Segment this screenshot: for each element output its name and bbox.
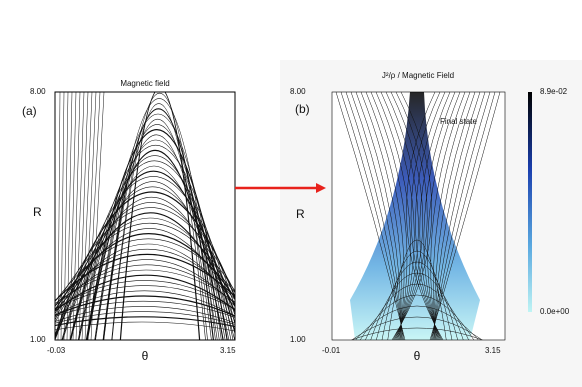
field-line [55,316,235,328]
field-line [60,92,65,340]
field-line [55,306,235,324]
current-density [350,92,480,340]
field-line [350,327,484,340]
field-line [55,321,235,332]
annotation: Final state [440,117,477,126]
field-line [406,92,444,340]
field-line [55,290,235,317]
field-line [430,92,466,340]
field-line [431,92,491,340]
arrow-head [316,183,326,193]
panel-a-frame [54,91,236,341]
x-right: 3.15 [485,346,501,355]
field-line [55,295,235,317]
colorbar [528,92,532,312]
field-line [90,92,105,340]
field-line [415,92,446,340]
field-line [55,311,235,325]
field-line [427,92,461,340]
field-line [75,92,85,340]
field-line [78,92,89,340]
field-line [391,92,433,340]
y-top: 8.00 [290,87,306,96]
field-line [370,92,408,340]
field-line [78,165,230,340]
field-line [55,280,235,310]
field-line [370,272,464,340]
field-line [432,92,471,340]
field-line [55,223,235,308]
colorbar-min: 0.0e+00 [540,307,570,316]
field-line [72,92,81,340]
panel-label: (a) [22,104,37,118]
field-lines-a [55,92,235,340]
field-line [355,305,479,340]
field-line [360,92,403,340]
field-line [350,92,403,340]
field-line [55,248,235,307]
field-line [365,92,405,340]
field-line [351,316,483,340]
panel-label: (b) [295,102,310,116]
field-line [63,92,69,340]
field-line [66,92,73,340]
field-line [355,92,402,340]
field-line [410,92,443,340]
panel-b-plot [332,92,505,340]
field-lines-b [335,92,501,340]
panel-b-frame [331,91,506,341]
field-line [423,92,456,340]
field-line [84,92,97,340]
field-line [119,92,201,340]
field-line [380,92,415,340]
field-line [55,301,235,318]
field-line [55,207,235,319]
field-line [55,274,235,312]
field-line [111,103,206,340]
field-line [434,92,476,340]
y-top: 8.00 [30,87,46,96]
y-axis-label: R [296,207,305,221]
field-line [55,217,235,321]
field-line [390,92,423,340]
x-right: 3.15 [220,346,236,355]
field-line [87,92,101,340]
field-line [345,92,404,340]
field-line [55,228,235,324]
field-line [430,92,496,340]
field-line [103,118,212,340]
x-left: -0.03 [47,346,66,355]
y-axis-label: R [33,205,42,219]
panel-title: J²/ρ / Magnetic Field [382,71,454,80]
field-line [69,92,77,340]
field-line [55,285,235,310]
x-axis-label: θ [414,349,421,363]
field-line [81,92,93,340]
x-left: -0.01 [322,346,341,355]
y-bottom: 1.00 [290,335,306,344]
field-line [387,239,447,340]
x-axis-label: θ [142,349,149,363]
y-bottom: 1.00 [30,335,46,344]
field-line [55,253,235,302]
field-line [55,269,235,305]
field-line [359,294,475,340]
field-line [57,92,61,340]
field-line [419,92,451,340]
colorbar-max: 8.9e-02 [540,87,568,96]
field-line [429,92,501,340]
field-line [55,212,235,340]
field-line [392,92,428,340]
field-line [432,92,486,340]
field-line [375,92,411,340]
field-line [433,92,481,340]
field-line [385,92,419,340]
panel-title: Magnetic field [120,79,169,88]
field-line [55,264,235,307]
field-line [69,160,235,340]
